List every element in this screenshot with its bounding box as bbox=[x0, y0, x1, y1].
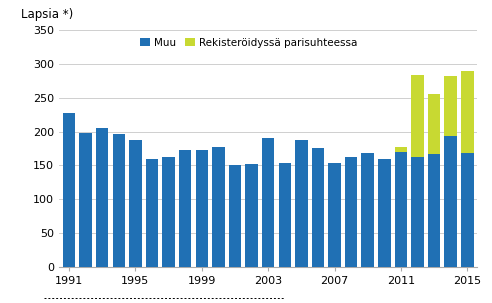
Bar bbox=[63, 113, 75, 267]
Bar bbox=[79, 133, 92, 267]
Bar bbox=[345, 157, 357, 267]
Bar bbox=[411, 157, 424, 267]
Bar bbox=[444, 76, 457, 136]
Bar bbox=[229, 165, 241, 267]
Bar bbox=[246, 164, 258, 267]
Bar bbox=[129, 140, 142, 267]
Bar bbox=[444, 136, 457, 267]
Bar bbox=[278, 163, 291, 267]
Bar bbox=[212, 147, 224, 267]
Bar bbox=[312, 148, 324, 267]
Bar bbox=[179, 151, 191, 267]
Bar bbox=[195, 151, 208, 267]
Bar bbox=[395, 147, 407, 152]
Bar bbox=[96, 128, 108, 267]
Legend: Muu, Rekisteröidyssä parisuhteessa: Muu, Rekisteröidyssä parisuhteessa bbox=[140, 38, 358, 48]
Bar bbox=[328, 163, 341, 267]
Bar bbox=[162, 157, 175, 267]
Bar bbox=[295, 140, 308, 267]
Bar bbox=[262, 138, 275, 267]
Bar bbox=[113, 134, 125, 267]
Bar bbox=[428, 154, 440, 267]
Bar bbox=[362, 153, 374, 267]
Bar bbox=[461, 153, 473, 267]
Text: Lapsia *): Lapsia *) bbox=[22, 8, 74, 21]
Bar bbox=[428, 95, 440, 154]
Bar bbox=[461, 71, 473, 153]
Bar bbox=[378, 158, 391, 267]
Bar bbox=[411, 75, 424, 157]
Bar bbox=[395, 152, 407, 267]
Bar bbox=[146, 158, 158, 267]
